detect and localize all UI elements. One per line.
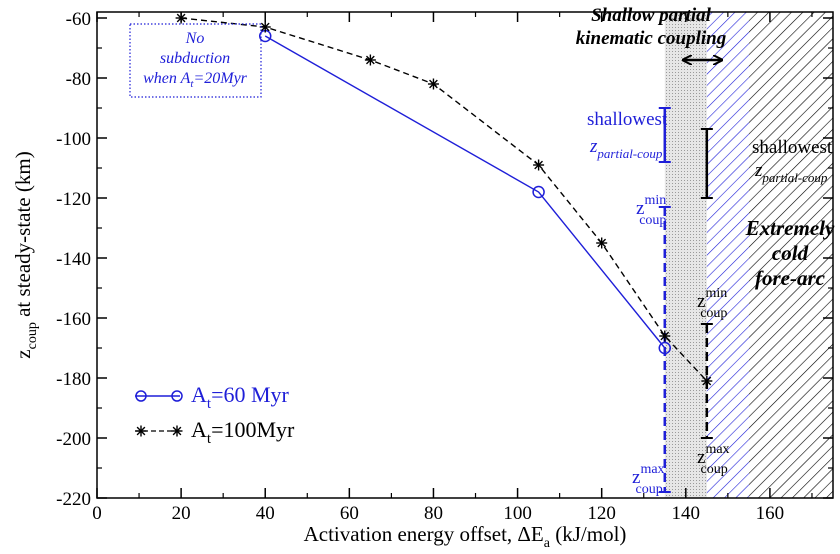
svg-text:cold: cold <box>772 241 809 265</box>
plot-frame <box>96 11 834 499</box>
x-tick-label: 140 <box>672 503 701 524</box>
y-tick-label: -220 <box>56 489 91 510</box>
x-axis-ticks: 0 20 40 60 80 100 120 140 160 <box>92 12 813 524</box>
range-bar-1 <box>658 206 671 493</box>
no-subduction-box <box>129 23 262 98</box>
y-tick-label: -120 <box>56 189 91 210</box>
band-blue-hatch <box>706 12 749 498</box>
x-tick-label: 20 <box>172 503 191 524</box>
series-0-point-1 <box>532 185 545 199</box>
x-tick-label: 60 <box>340 503 359 524</box>
series-1-point-3 <box>427 78 439 90</box>
svg-text:Shallow partial: Shallow partial <box>591 5 712 26</box>
band-gray-shade <box>664 12 707 498</box>
shallow-partial-label: Shallow partial kinematic coupling <box>576 5 726 49</box>
svg-text:At=100Myr: At=100Myr <box>191 417 295 447</box>
legend: At=60 Myr At=100Myr <box>135 382 295 447</box>
svg-text:kinematic coupling: kinematic coupling <box>576 28 726 49</box>
series-markers <box>175 12 713 387</box>
x-tick-label: 100 <box>503 503 532 524</box>
svg-text:subduction: subduction <box>160 50 230 67</box>
y-axis-title: zcoup at steady-state (km) <box>11 151 40 358</box>
series-line-1 <box>181 17 708 382</box>
x-tick-label: 0 <box>92 503 102 524</box>
y-tick-label: -100 <box>56 129 91 150</box>
black-range-labels: shallowest zpartial-coup zmin coup zmax co… <box>697 137 833 477</box>
svg-text:At=60 Myr: At=60 Myr <box>191 382 290 412</box>
svg-text:when At=20Myr: when At=20Myr <box>143 70 248 90</box>
x-tick-label: 160 <box>756 503 785 524</box>
y-tick-label: -160 <box>56 309 91 330</box>
x-tick-label: 120 <box>587 503 616 524</box>
series-0-point-2 <box>658 341 672 355</box>
svg-text:fore-arc: fore-arc <box>755 266 826 290</box>
x-tick-label: 80 <box>424 503 443 524</box>
band-black-hatch <box>748 12 833 498</box>
svg-text:zpartial-coup: zpartial-coup <box>589 136 663 161</box>
x-tick-label: 40 <box>256 503 275 524</box>
svg-text:zpartial-coup: zpartial-coup <box>754 160 828 185</box>
svg-text:shallowest: shallowest <box>587 109 668 130</box>
series-1-point-7 <box>701 375 713 387</box>
svg-text:shallowest: shallowest <box>752 137 833 158</box>
series-1-point-6 <box>659 330 671 342</box>
y-axis-ticks: -60 -80 -100 -120 -140 -160 -180 -200 -220 <box>56 9 833 510</box>
y-tick-label: -140 <box>56 249 91 270</box>
range-bar-0 <box>658 107 671 163</box>
svg-text:No: No <box>185 30 205 47</box>
y-tick-label: -80 <box>66 69 91 90</box>
series-1-point-2 <box>364 54 376 66</box>
no-subduction-note: No subduction when At=20Myr <box>143 30 248 90</box>
blue-range-labels: shallowest zpartial-coup zmin coup zmax co… <box>587 109 668 497</box>
series-lines <box>181 17 708 382</box>
legend-asterisk-left <box>135 425 147 437</box>
range-bar-2 <box>700 128 713 199</box>
x-axis-title: Activation energy offset, ΔEa (kJ/mol) <box>304 522 627 551</box>
legend-item-60myr: At=60 Myr <box>135 382 290 412</box>
series-line-0 <box>264 35 666 349</box>
y-tick-label: -180 <box>56 369 91 390</box>
legend-asterisk-right <box>171 425 183 437</box>
series-1-point-5 <box>596 237 608 249</box>
cold-forearc-label: Extremely cold fore-arc <box>745 216 835 290</box>
y-tick-label: -60 <box>66 9 91 30</box>
series-1-point-4 <box>533 159 545 171</box>
y-tick-label: -200 <box>56 429 91 450</box>
shaded-regions <box>664 12 833 498</box>
legend-item-100myr: At=100Myr <box>135 417 295 447</box>
svg-text:Extremely: Extremely <box>745 216 835 240</box>
